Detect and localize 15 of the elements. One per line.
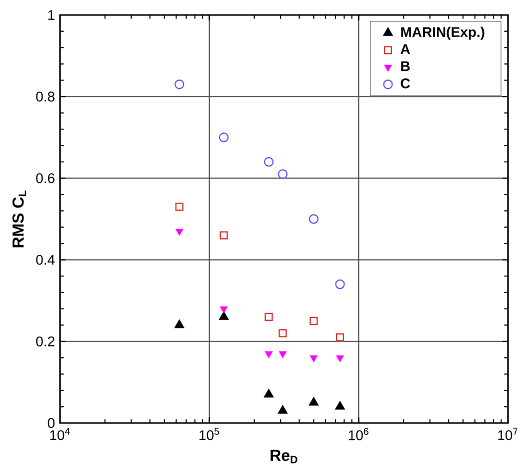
legend-label: MARIN(Exp.) (401, 26, 484, 40)
y-tick-label: 0.4 (36, 254, 55, 265)
y-axis-title: RMS C$_{L}$ (12, 190, 26, 248)
legend-label: B (401, 61, 410, 71)
y-tick-label: 1 (48, 10, 54, 20)
legend-label: A (400, 44, 410, 54)
x-tick-label: 10$^{4}$ (50, 428, 70, 440)
y-tick-label: 0 (48, 418, 55, 428)
legend-label: C (400, 78, 410, 88)
x-tick-label: 10$^{6}$ (348, 428, 368, 440)
y-tick-label: 0.6 (36, 173, 54, 184)
x-axis-title: Re$_{D}$ (270, 450, 298, 464)
x-tick-label: 10$^{5}$ (200, 428, 220, 440)
y-tick-label: 0.2 (36, 336, 54, 346)
y-tick-label: 0.8 (36, 92, 54, 102)
